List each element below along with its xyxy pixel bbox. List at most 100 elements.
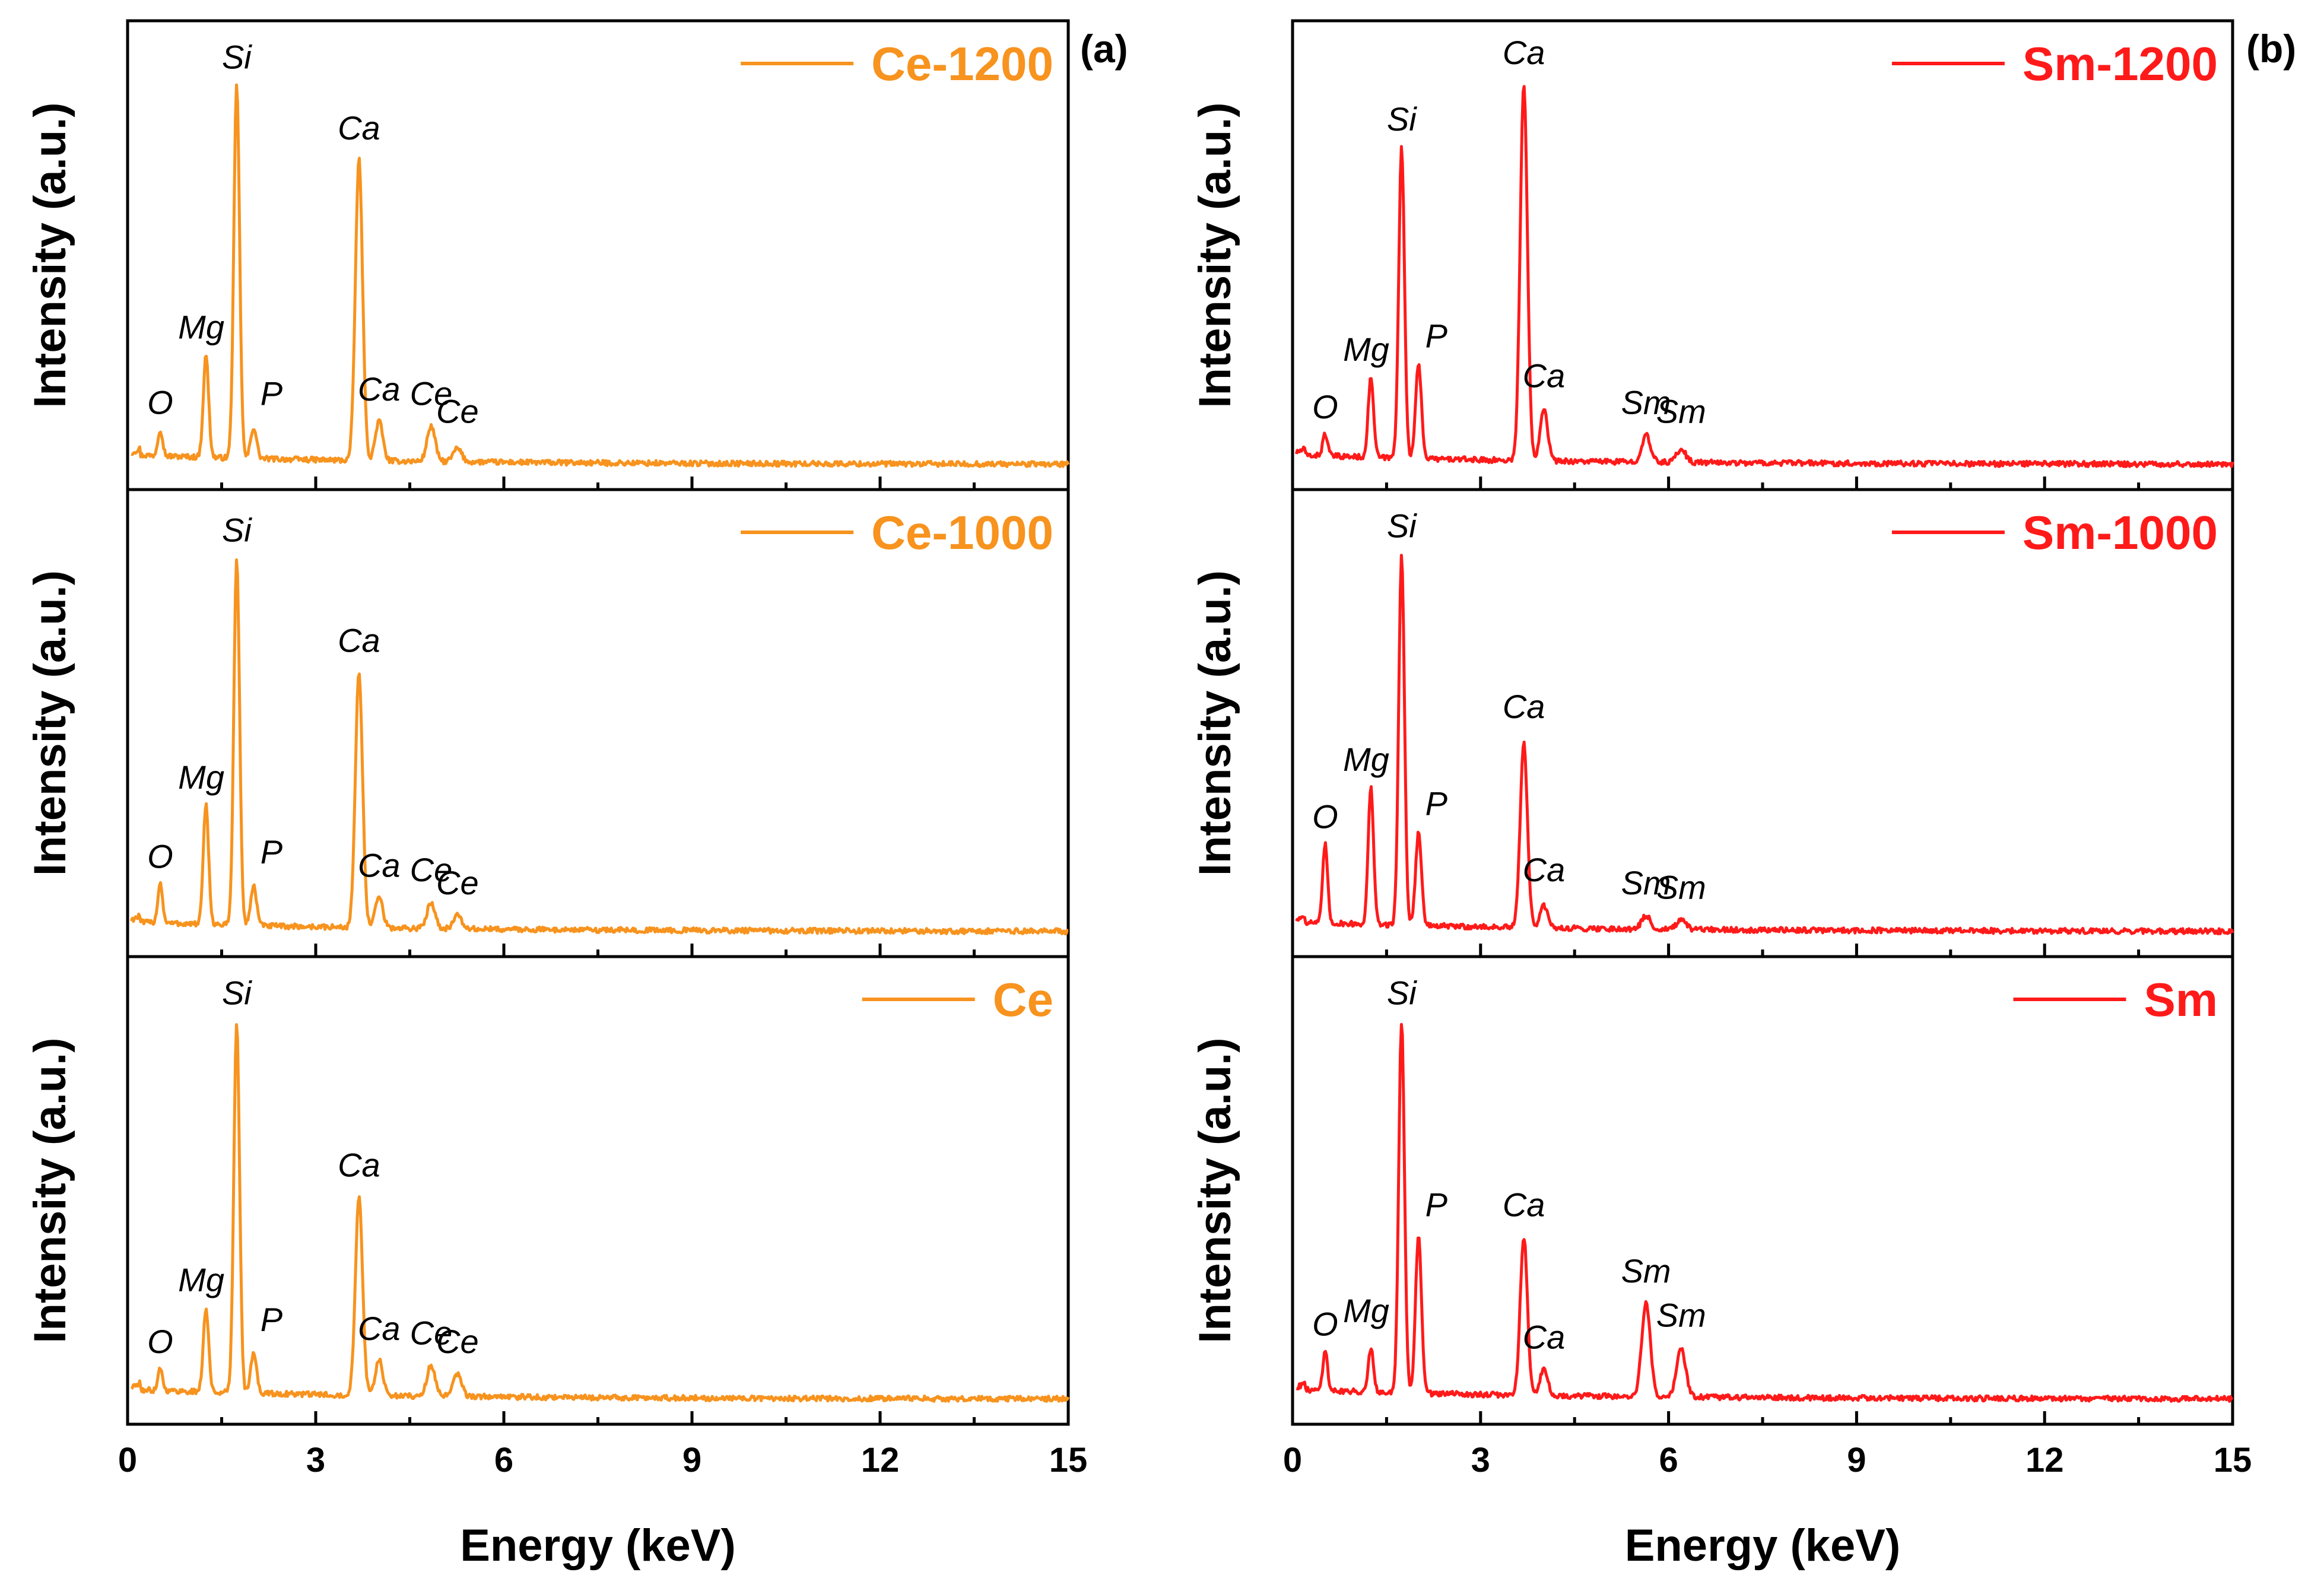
peak-label: Ca (338, 109, 380, 147)
legend: Ce (862, 973, 1053, 1026)
peak-label: P (1425, 317, 1447, 355)
peak-label: Si (1387, 100, 1417, 138)
legend: Sm-1000 (1891, 506, 2218, 559)
peak-label: Ce (410, 851, 453, 888)
spectrum-line (1296, 1022, 2234, 1403)
legend: Sm (2013, 973, 2218, 1026)
peak-label: Mg (178, 758, 224, 796)
x-tick-label: 0 (1283, 1441, 1302, 1479)
peak-label: Si (222, 39, 252, 76)
y-axis-label: Intensity (a.u.) (25, 570, 75, 876)
plot-frame (126, 488, 1070, 958)
y-axis-label: Intensity (a.u.) (1190, 570, 1240, 876)
peak-label: Ca (338, 621, 380, 659)
x-tick-label: 12 (861, 1441, 900, 1479)
peak-label: Si (1387, 507, 1417, 544)
legend: Ce-1200 (741, 37, 1053, 90)
peak-label: O (1312, 1305, 1338, 1342)
x-tick-label: 0 (118, 1441, 137, 1479)
spectrum-line (130, 1023, 1070, 1403)
peak-label: Ca (1503, 34, 1545, 71)
legend-label: Sm (2144, 973, 2218, 1026)
peak-label: Ce (436, 1323, 479, 1360)
peak-label: Ce (436, 864, 479, 901)
peak-label: Ca (1503, 1186, 1545, 1224)
peak-label: P (1425, 1186, 1447, 1224)
panel-tag-a: (a) (1080, 27, 1128, 71)
x-tick-label: 15 (1049, 1441, 1088, 1479)
peak-label: Sm (1656, 1297, 1706, 1334)
peak-label: Mg (1343, 741, 1389, 778)
legend-label: Ce-1000 (871, 506, 1053, 559)
peak-label: Sm (1621, 864, 1671, 901)
panel-tag-b: (b) (2246, 27, 2296, 71)
peak-label: Sm (1621, 1252, 1671, 1290)
peak-label: O (147, 838, 173, 875)
peak-label: Sm (1656, 869, 1706, 906)
peak-label: Ca (1523, 851, 1566, 888)
peak-label: Mg (1343, 331, 1389, 368)
x-tick-label: 3 (306, 1441, 325, 1479)
y-axis-label: Intensity (a.u.) (1190, 102, 1240, 408)
y-axis-label: Intensity (a.u.) (25, 1037, 75, 1343)
peak-label: P (261, 375, 282, 412)
x-tick-label: 3 (1471, 1441, 1490, 1479)
peak-label: Sm (1621, 383, 1671, 421)
x-axis-label: Energy (keV) (1625, 1520, 1901, 1571)
peak-label: Ca (1523, 1319, 1566, 1356)
x-tick-label: 12 (2025, 1441, 2064, 1479)
legend: Ce-1000 (741, 506, 1053, 559)
peak-label: O (1312, 388, 1338, 425)
legend: Sm-1200 (1891, 37, 2218, 90)
peak-label: Ce (410, 375, 453, 412)
y-axis-label: Intensity (a.u.) (1190, 1037, 1240, 1343)
legend-label: Sm-1000 (2023, 506, 2218, 559)
peak-label: P (261, 833, 282, 871)
peak-label: Ca (1523, 357, 1566, 395)
legend-label: Ce-1200 (871, 37, 1053, 90)
peak-label: Si (222, 512, 252, 549)
peak-label: Ca (358, 846, 401, 884)
peak-label: Sm (1656, 392, 1706, 430)
peak-label: Si (1387, 974, 1417, 1011)
spectrum-line (1295, 554, 2234, 936)
x-tick-label: 9 (1847, 1441, 1866, 1479)
spectrum-line (131, 83, 1070, 468)
peak-label: P (261, 1301, 282, 1338)
peak-label: Ce (410, 1314, 453, 1351)
x-tick-label: 6 (1659, 1441, 1678, 1479)
spectrum-line (1294, 85, 2234, 468)
peak-label: Si (222, 974, 252, 1011)
legend-label: Ce (993, 973, 1053, 1026)
y-axis-label: Intensity (a.u.) (25, 102, 75, 408)
peak-label: Ca (358, 370, 401, 408)
plot-frame (126, 955, 1070, 1426)
peak-label: Ca (338, 1147, 380, 1184)
peak-label: Ce (436, 392, 479, 430)
peak-label: O (147, 383, 173, 421)
x-axis-label: Energy (keV) (460, 1520, 736, 1571)
peak-label: Mg (1343, 1292, 1389, 1329)
plot-frame (1291, 488, 2234, 958)
peak-label: Ca (358, 1310, 401, 1347)
spectrum-line (129, 558, 1069, 936)
plot-frame (1291, 19, 2234, 491)
peak-label: Mg (178, 1261, 224, 1298)
x-tick-label: 6 (494, 1441, 513, 1479)
legend-label: Sm-1200 (2023, 37, 2218, 90)
peak-label: O (147, 1323, 173, 1360)
x-tick-label: 9 (682, 1441, 701, 1479)
x-tick-label: 15 (2214, 1441, 2252, 1479)
peak-label: Mg (178, 309, 224, 346)
peak-label: O (1312, 798, 1338, 836)
peak-label: P (1425, 785, 1447, 822)
peak-label: Ca (1503, 688, 1545, 725)
